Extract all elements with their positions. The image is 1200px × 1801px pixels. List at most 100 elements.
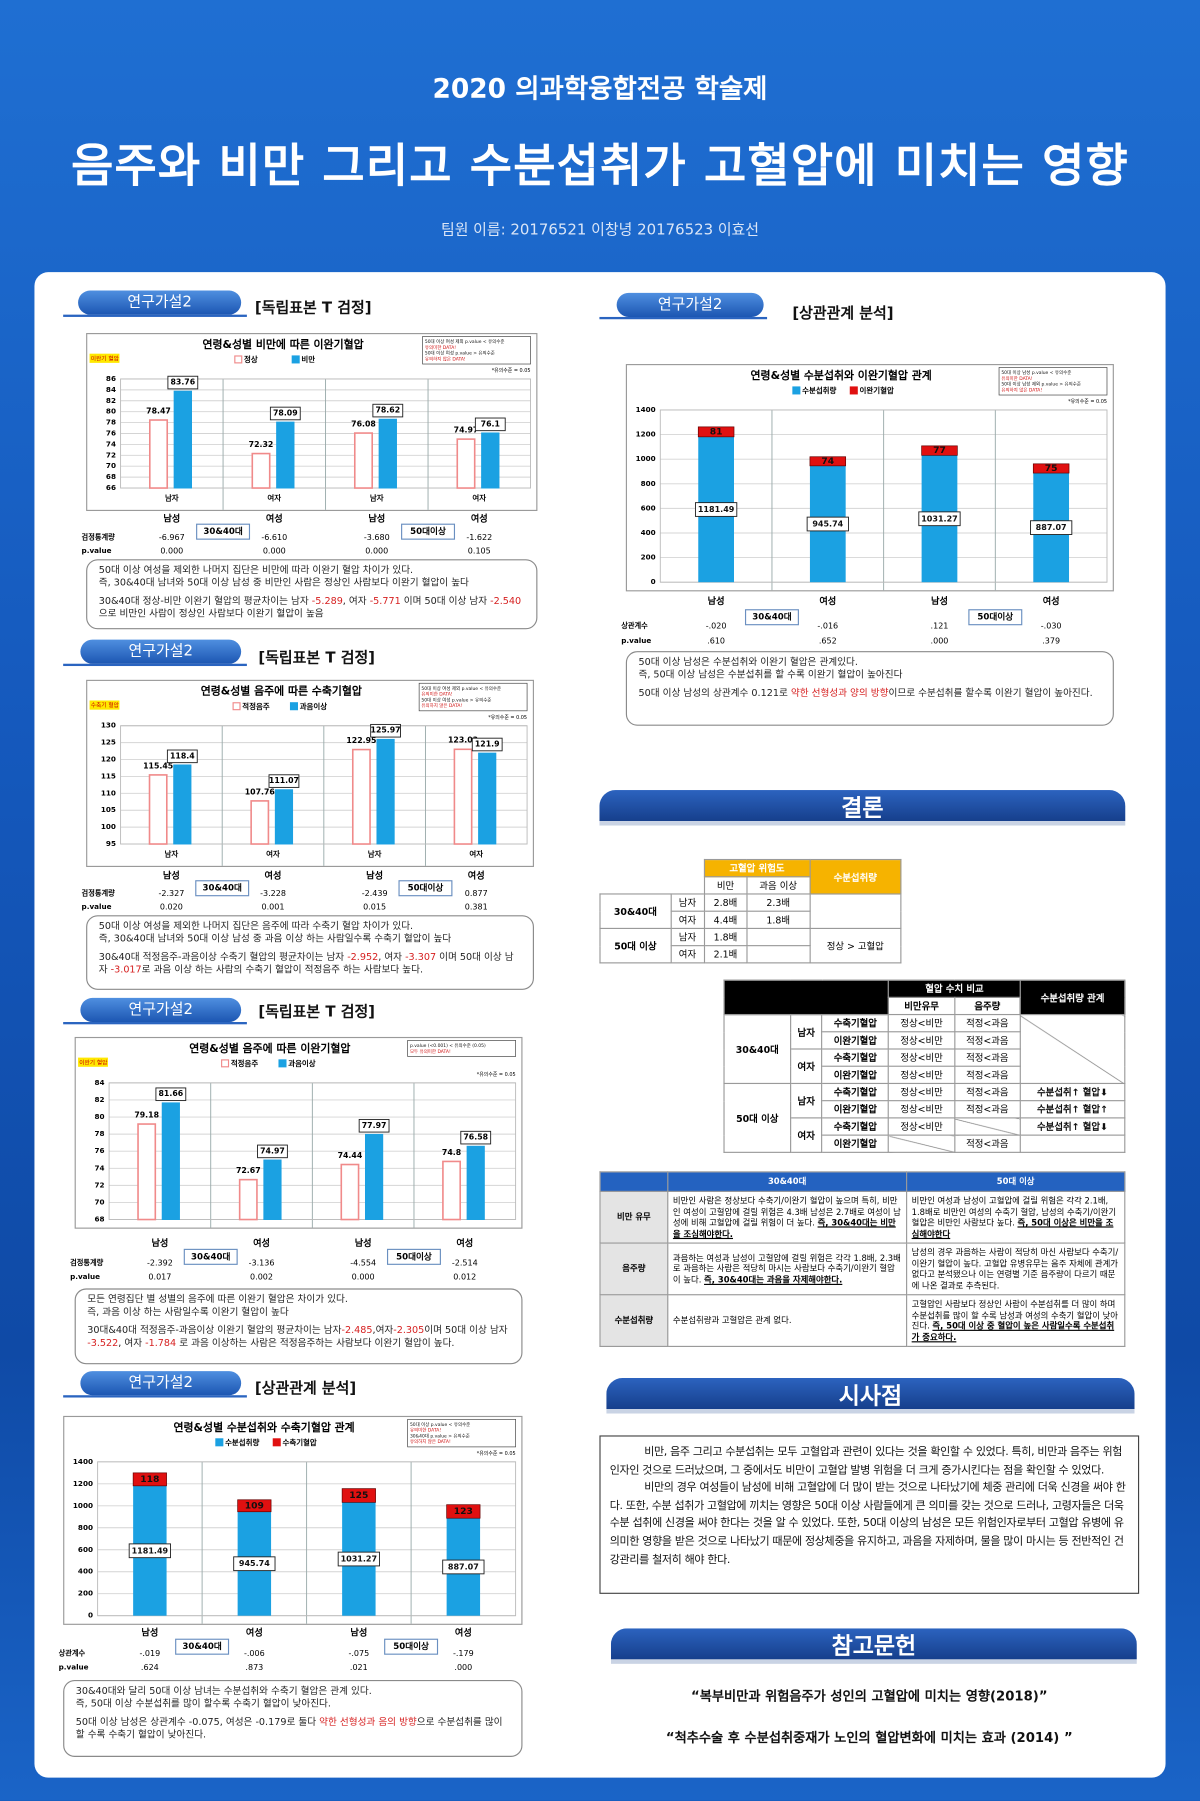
text-segment: -3.017	[110, 963, 142, 975]
plot-frame	[120, 725, 528, 845]
drink-cell: 적정<과음	[953, 1065, 1021, 1085]
significance-note: *유의수준 = 0.05	[492, 367, 531, 374]
stat-column-label: 여성	[468, 870, 485, 882]
stat-column-label: 남성	[355, 1237, 372, 1249]
note-line: 즉, 50대 이상 남성은 수분섭취를 할 수록 이완기 혈압이 높아진다	[638, 668, 1101, 681]
text-segment: 즉, 50대 이상은 비만을 조심해야한다	[911, 1217, 1114, 1239]
stat-value: 0.002	[250, 1272, 273, 1281]
note-line: 50대 이상 여성을 제외한 나머지 집단은 음주에 따라 수축기 혈압 차이가…	[99, 920, 522, 933]
text-segment: , 여자	[378, 950, 406, 963]
bp-cell: 수축기혈압	[821, 1013, 890, 1033]
value-label-box	[694, 502, 738, 517]
stat-column-label: 여성	[455, 1626, 472, 1638]
value-label-box	[155, 1087, 187, 1102]
value-label: 115.45	[143, 761, 173, 770]
section-method: [독립표본 T 검정]	[254, 299, 372, 317]
text-segment: 남성의 경우 과음하는 사람이 적당히 마신 사람보다 수축기/이완기 혈압이 …	[911, 1247, 1119, 1291]
stat-value: -3.680	[364, 533, 390, 542]
y-tick-label: 600	[78, 1545, 93, 1554]
chart-note: 유의하지 않은 DATA!	[425, 355, 466, 362]
stat-value: -2.392	[147, 1259, 173, 1268]
significance-note: *유의수준 = 0.05	[477, 1071, 516, 1078]
legend-label: 적정음주	[242, 701, 270, 711]
text-segment: 으로 비만인 사람이 정상인 사람보다 이완기 혈압이 높음	[98, 607, 324, 619]
legend-swatch	[215, 1438, 224, 1447]
y-tick-label: 120	[101, 755, 116, 764]
text-segment: 이며 50대 이상 남자	[400, 594, 491, 607]
stat-name: 상관계수	[621, 621, 648, 630]
bar	[173, 390, 192, 489]
group-cell: 50대 이상	[723, 1082, 792, 1153]
value-cell: 1.8배	[746, 910, 811, 929]
group-box	[196, 523, 251, 540]
note-line: 30&40대와 달리 50대 이상 남녀는 수분섭취와 수축기 혈압은 관계 있…	[76, 1685, 510, 1698]
value-label: 125	[349, 1490, 368, 1501]
stat-value: -4.554	[350, 1259, 376, 1268]
chart: 68 70 72 74 76 78 80 82 84 연령&성별 음주에 따른 이완기혈압적정음주…	[70, 1036, 523, 1281]
group-cell: 30&40대	[599, 893, 672, 929]
stat-value: -3.228	[260, 889, 286, 898]
y-tick-label: 0	[651, 577, 656, 586]
y-tick-label: 400	[78, 1567, 93, 1576]
stat-name: p.value	[621, 636, 651, 645]
stat-value: -.179	[453, 1649, 474, 1658]
stat-column-label: 남성	[163, 870, 180, 882]
stat-value: 0.000	[365, 547, 388, 556]
value-label: 78.47	[146, 406, 171, 415]
legend-label: 수분섭취량	[225, 1437, 259, 1447]
text-segment: 모든 연령집단 별 성별의 음주에 따른 이완기 혈압은 차이가 있다.	[87, 1293, 348, 1305]
cell	[723, 979, 890, 1016]
stat-value: .379	[1042, 636, 1060, 645]
legend-label: 과음이상	[288, 1058, 316, 1068]
group-label: 50대이상	[977, 611, 1013, 623]
note-line: 즉, 과음 이상 하는 사람일수록 이완기 혈압이 높다	[87, 1306, 510, 1319]
chart-note: 50대 이상 남성 p.value < 유의수준	[1001, 369, 1071, 376]
team: 팀원 이름: 20176521 이창녕 20176523 이효선	[440, 221, 760, 239]
bar	[238, 1178, 258, 1221]
value-label: 76.1	[481, 419, 500, 428]
legend-label: 적정음주	[231, 1058, 259, 1068]
row: 이완기혈압 정상<비만 적정<과음	[724, 1031, 1125, 1050]
row-name: 수분섭취량	[599, 1294, 669, 1347]
stat-name: p.value	[59, 1662, 89, 1671]
text-segment: 30&40대 적정음주-과음이상 수축기 혈압의 평균차이는 남자	[98, 950, 348, 963]
value-label: 72.32	[249, 440, 274, 449]
header-cell: 수분섭취량 관계	[1019, 979, 1126, 1016]
value-label-box	[460, 1130, 492, 1145]
header-cell: 50대 이상	[905, 1171, 1126, 1192]
chart-note: 50대 이상 p.value < 유의수준	[410, 1421, 470, 1428]
stat-value: -.020	[706, 621, 727, 630]
section-label: 연구가설2	[80, 1371, 242, 1396]
bar	[478, 752, 497, 845]
text-segment: 이며 50대 이상 남자	[98, 950, 514, 975]
text-segment: -3.307	[405, 950, 437, 963]
value-label: 74.97	[454, 426, 479, 435]
row: 30&40대 50대 이상	[599, 1171, 1126, 1192]
sex-cell: 남자	[670, 927, 705, 947]
value-label: 75	[1045, 463, 1058, 474]
obesity-cell: 정상<비만	[888, 1048, 956, 1067]
note-line: 50대 이상 남성의 상관계수 0.121로 약한 선형성과 양의 방향이므로 …	[638, 687, 1101, 700]
row: 여자 수축기혈압 정상<비만 적정<과음	[724, 1048, 1125, 1085]
bar	[274, 789, 294, 845]
stat-value: -.019	[139, 1649, 160, 1658]
bar-segment	[809, 456, 847, 467]
y-tick-label: 76	[94, 1146, 104, 1155]
value-label: 74.8	[442, 1148, 461, 1157]
stat-name: 검정통계량	[82, 532, 116, 541]
y-tick-label: 110	[101, 788, 116, 797]
value-cell: 4.4배	[703, 910, 748, 929]
obesity-cell	[888, 1134, 956, 1153]
legend-swatch	[234, 355, 243, 364]
value-label-box	[128, 1543, 171, 1559]
group-label: 50대이상	[396, 1250, 432, 1262]
value-label: 77.97	[362, 1121, 387, 1130]
value-label-box	[269, 406, 301, 421]
subtitle: 2020 의과학융합전공 학술제	[432, 74, 768, 105]
value-label: 76.08	[351, 419, 376, 428]
group-cell: 30&40대	[723, 1013, 792, 1085]
y-tick-label: 72	[106, 450, 116, 459]
stat-name: 상관계수	[59, 1649, 86, 1658]
bar	[481, 432, 500, 489]
